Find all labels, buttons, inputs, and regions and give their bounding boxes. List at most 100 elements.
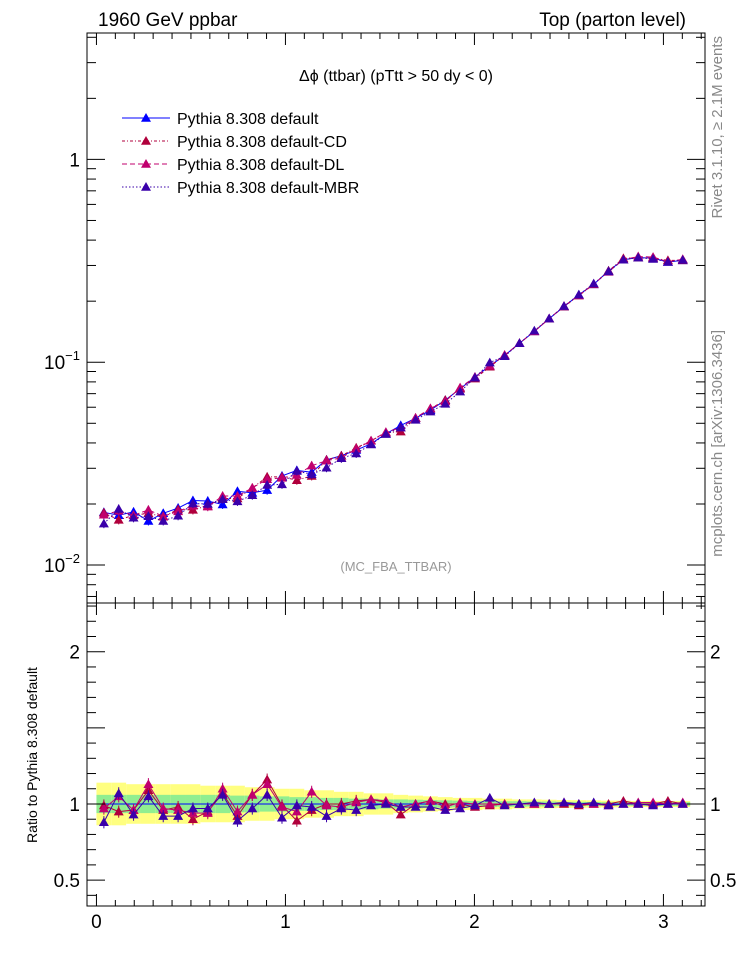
ratio-series-point	[633, 798, 644, 808]
main-series-point	[98, 518, 109, 528]
main-series-point	[529, 325, 540, 335]
ratio-series-point	[366, 800, 377, 810]
main-series-point	[544, 313, 555, 323]
ratio-series-point	[544, 798, 555, 808]
ratio-series-point	[380, 798, 391, 808]
ratio-series-line-1	[103, 783, 683, 814]
main-series-point	[262, 480, 273, 489]
main-series-point	[499, 351, 510, 361]
legend-marker	[141, 182, 151, 191]
legend: Pythia 8.308 default Pythia 8.308 default…	[122, 111, 359, 197]
ratio-series-point	[425, 802, 436, 811]
ratio-series-line-0	[103, 778, 683, 822]
main-series-point	[633, 252, 644, 262]
ratio-series-point	[662, 798, 673, 808]
ratio-series-point	[173, 805, 184, 814]
ratio-series-point	[232, 806, 243, 816]
legend-marker	[141, 159, 151, 168]
ratio-series-point	[336, 803, 347, 813]
ratio-series-point	[128, 809, 139, 819]
ratio-series-point	[202, 803, 213, 813]
ratio-y-tick-label-right: 1	[710, 795, 721, 816]
main-series-point	[306, 460, 317, 470]
main-series-point	[113, 503, 124, 513]
ratio-series-point	[410, 802, 421, 811]
main-series-point	[173, 510, 184, 520]
ratio-series-point	[484, 792, 495, 802]
main-series-point	[410, 414, 421, 424]
ratio-y-tick-label: 2	[69, 643, 80, 664]
main-series-point	[158, 511, 169, 521]
ratio-series-point	[291, 800, 302, 810]
ratio-series-point	[603, 800, 614, 810]
ratio-series-point	[306, 786, 317, 796]
ratio-series-point	[217, 789, 228, 799]
ratio-frame	[86, 602, 706, 907]
legend-label: Pythia 8.308 default-MBR	[177, 180, 359, 197]
ratio-series-point	[677, 798, 688, 808]
ratio-series-point	[158, 811, 169, 820]
y-tick-label: 1	[69, 150, 80, 171]
ratio-series-point	[113, 788, 124, 798]
main-series-point	[380, 429, 391, 438]
legend-marker	[141, 113, 151, 122]
header-left: 1960 GeV ppbar	[98, 10, 238, 31]
legend-label: Pythia 8.308 default	[177, 111, 319, 128]
main-series-point	[455, 386, 466, 396]
ratio-series-point	[588, 797, 599, 807]
main-series-point	[232, 486, 243, 496]
main-series-point	[321, 455, 332, 465]
main-series-point	[351, 448, 362, 458]
main-series-point	[336, 453, 347, 463]
ratio-series-point	[484, 798, 495, 808]
main-series-point	[217, 499, 228, 509]
main-series-point	[128, 512, 139, 522]
analysis-watermark: (MC_FBA_TTBAR)	[340, 559, 451, 574]
main-series-point	[232, 491, 243, 500]
mcplots-label: mcplots.cern.ch [arXiv:1306.3436]	[709, 330, 726, 557]
main-series-line-1	[103, 257, 683, 521]
ratio-series-point	[366, 794, 377, 804]
main-series-point	[677, 255, 688, 264]
main-series-point	[603, 266, 614, 276]
ratio-series-point	[98, 817, 109, 827]
ratio-series-point	[306, 802, 317, 811]
main-series-point	[276, 472, 287, 482]
main-series-point	[484, 357, 495, 367]
legend-marker	[141, 136, 151, 145]
main-series-line-3	[103, 257, 683, 525]
ratio-series-point	[321, 800, 332, 810]
main-series-point	[351, 443, 362, 453]
ratio-ylabel: Ratio to Pythia 8.308 default	[24, 667, 40, 843]
ratio-y-tick-label: 1	[69, 795, 80, 816]
ratio-series-point	[262, 779, 273, 788]
main-series-point	[113, 514, 124, 524]
x-tick-label: 3	[658, 912, 669, 933]
main-series-point	[321, 462, 332, 472]
main-series-line-2	[103, 256, 683, 517]
x-tick-label: 2	[469, 912, 480, 933]
main-series-point	[366, 439, 377, 449]
main-series-point	[202, 498, 213, 508]
main-series-point	[232, 496, 243, 506]
main-series-point	[158, 515, 169, 525]
main-series-point	[573, 289, 584, 299]
ratio-series-point	[351, 797, 362, 807]
main-series-point	[559, 301, 570, 310]
ratio-y-tick-label-right: 2	[710, 643, 721, 664]
ratio-series-point	[232, 815, 243, 825]
main-series-point	[588, 278, 599, 288]
ratio-series-point	[217, 783, 228, 793]
main-series-point	[662, 257, 673, 266]
ratio-series-point	[499, 800, 510, 810]
main-series-point	[291, 465, 302, 475]
ratio-series-point	[143, 779, 154, 788]
legend-label: Pythia 8.308 default-CD	[177, 134, 347, 151]
ratio-series-point	[648, 800, 659, 810]
ratio-series-point	[440, 805, 451, 814]
ratio-series-point	[321, 811, 332, 820]
main-panel: 10−2 10−1 1	[44, 32, 706, 604]
ratio-series-point	[351, 805, 362, 814]
rivet-label: Rivet 3.1.10, ≥ 2.1M events	[709, 36, 726, 219]
ratio-series-point	[276, 812, 287, 822]
